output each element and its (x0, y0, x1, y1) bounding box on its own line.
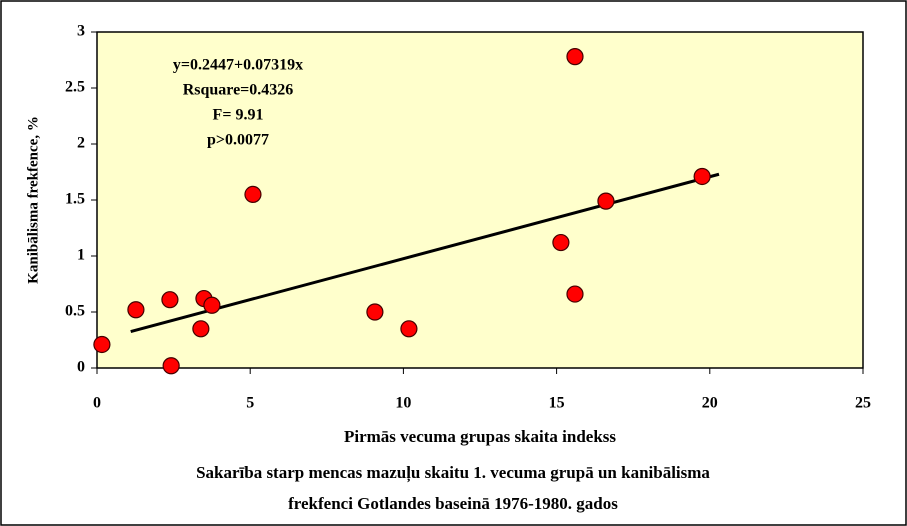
annotation: Rsquare=0.4326 (183, 82, 294, 99)
point (162, 357, 180, 375)
x-tick-label: 15 (549, 395, 565, 412)
y-tick-label: 3 (77, 23, 85, 40)
caption-line: frekfenci Gotlandes baseinā 1976-1980. g… (288, 494, 618, 513)
y-axis-label: Kanibālisma frekfence, % (25, 116, 41, 284)
x-axis-label: Pirmās vecuma grupas skaita indekss (344, 427, 616, 446)
plot-area (96, 31, 864, 369)
annotation: y=0.2447+0.07319x (173, 57, 303, 74)
point (127, 301, 145, 319)
trendline (130, 172, 720, 334)
point (366, 303, 384, 321)
point (693, 167, 711, 186)
y-tick-label: 1.5 (65, 191, 85, 208)
point (566, 285, 584, 303)
x-tick-label: 0 (93, 395, 101, 412)
y-tick-label: 1 (77, 247, 85, 264)
x-tick-label: 10 (395, 395, 411, 412)
point (552, 233, 570, 252)
x-tick-label: 20 (702, 395, 718, 412)
point (192, 320, 210, 338)
point (203, 296, 221, 314)
y-tick-label: 2 (77, 135, 85, 152)
caption-line: Sakarība starp mencas mazuļu skaitu 1. v… (196, 463, 710, 483)
point (244, 185, 262, 203)
x-tick-label: 5 (246, 395, 254, 412)
point (93, 335, 111, 354)
point (400, 320, 418, 338)
point (566, 48, 584, 66)
annotation: p>0.0077 (207, 132, 269, 149)
y-tick-label: 2.5 (65, 79, 85, 96)
x-tick-label: 25 (855, 395, 871, 412)
point (161, 291, 179, 309)
point (597, 192, 615, 210)
annotation: F= 9.91 (213, 107, 264, 124)
y-tick-label: 0 (77, 359, 85, 376)
y-tick-label: 0.5 (65, 303, 85, 320)
